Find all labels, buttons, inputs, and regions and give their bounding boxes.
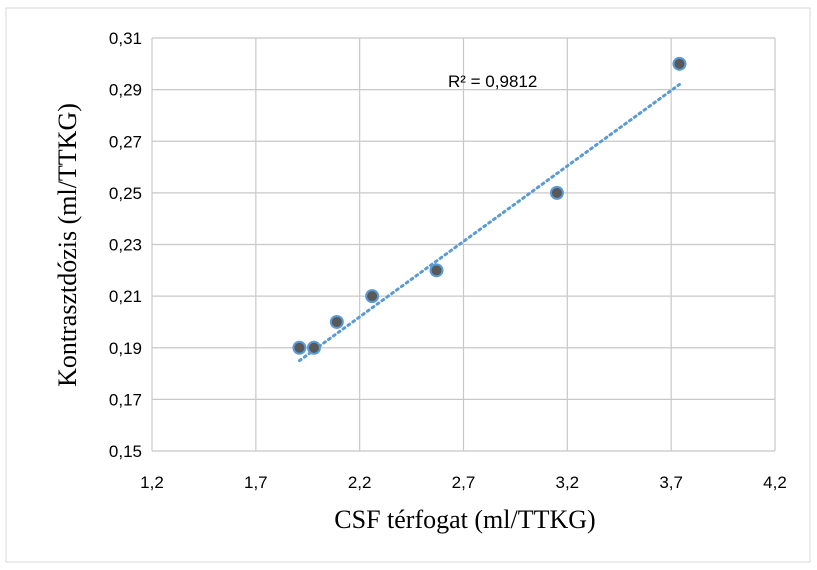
chart-frame (5, 7, 811, 563)
x-tick-labels: 1,2 1,7 2,2 2,7 3,2 3,7 4,2 (140, 473, 787, 492)
y-tick-label: 0,21 (109, 287, 142, 306)
y-tick-labels: 0,15 0,17 0,19 0,21 0,23 0,25 0,27 0,29 0,31 (109, 29, 142, 461)
x-tick-label: 2,7 (452, 473, 476, 492)
data-point (292, 340, 307, 355)
data-point (365, 289, 380, 304)
data-point (672, 56, 687, 71)
y-tick-label: 0,29 (109, 81, 142, 100)
grid-lines (151, 37, 776, 452)
trendline (297, 82, 681, 363)
data-point (306, 340, 321, 355)
y-tick-label: 0,15 (109, 442, 142, 461)
y-tick-label: 0,27 (109, 132, 142, 151)
y-tick-label: 0,25 (109, 184, 142, 203)
y-axis-title: Kontrasztdózis (ml/TTKG) (53, 103, 82, 387)
y-tick-label: 0,31 (109, 29, 142, 48)
x-tick-label: 1,2 (140, 473, 164, 492)
x-axis-title: CSF térfogat (ml/TTKG) (334, 505, 595, 534)
x-tick-label: 2,2 (348, 473, 372, 492)
data-points (292, 56, 687, 355)
x-tick-label: 4,2 (763, 473, 787, 492)
data-point (329, 314, 344, 329)
x-tick-label: 3,7 (659, 473, 683, 492)
y-tick-label: 0,17 (109, 390, 142, 409)
r-squared-annotation: R² = 0,9812 (448, 72, 537, 91)
y-tick-label: 0,19 (109, 339, 142, 358)
x-tick-label: 3,2 (556, 473, 580, 492)
x-tick-label: 1,7 (244, 473, 268, 492)
data-point (549, 185, 564, 200)
y-tick-label: 0,23 (109, 236, 142, 255)
data-point (429, 263, 444, 278)
